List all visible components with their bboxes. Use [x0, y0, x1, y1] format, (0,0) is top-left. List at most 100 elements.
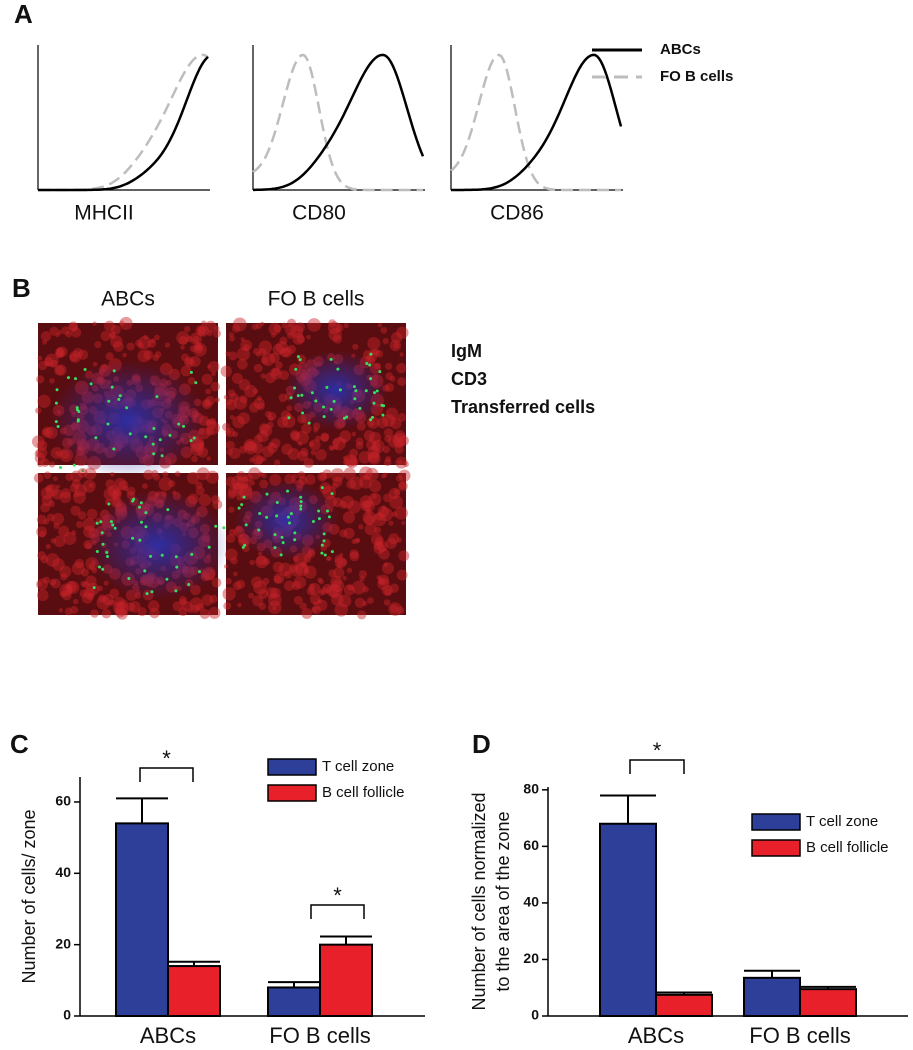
texture — [114, 606, 126, 618]
texture — [359, 576, 365, 582]
texture — [269, 367, 282, 380]
texture — [55, 350, 64, 359]
cell — [240, 503, 244, 507]
texture — [398, 550, 410, 562]
texture — [332, 436, 346, 451]
texture — [336, 562, 343, 568]
texture — [248, 479, 255, 486]
texture — [398, 435, 409, 446]
texture — [242, 476, 249, 483]
cell — [327, 515, 331, 519]
texture — [401, 520, 406, 525]
texture — [129, 601, 141, 613]
cell — [322, 415, 326, 419]
cell — [299, 500, 303, 504]
cell — [265, 492, 269, 496]
cell — [177, 422, 181, 426]
texture — [60, 573, 68, 581]
texture — [377, 322, 383, 328]
texture — [164, 342, 171, 348]
texture — [318, 589, 325, 596]
cell — [273, 533, 277, 537]
y-tick-label: 0 — [63, 1007, 71, 1023]
texture — [176, 331, 190, 345]
texture — [339, 529, 348, 538]
cell — [222, 526, 226, 530]
texture — [283, 580, 295, 591]
panel-label: A — [14, 0, 33, 29]
texture — [77, 511, 87, 520]
texture — [367, 336, 381, 351]
texture — [315, 435, 321, 442]
texture — [367, 446, 380, 459]
texture — [181, 353, 189, 362]
cell — [145, 592, 149, 596]
texture — [258, 602, 266, 610]
texture — [290, 565, 303, 577]
texture — [349, 549, 359, 559]
texture — [390, 417, 402, 430]
texture — [196, 344, 203, 351]
texture — [252, 442, 264, 454]
texture — [300, 561, 307, 568]
texture — [389, 583, 400, 593]
texture — [52, 558, 65, 571]
cell — [257, 528, 261, 532]
texture — [69, 322, 79, 332]
cell — [144, 511, 148, 515]
texture — [49, 359, 58, 368]
cell — [144, 435, 148, 439]
texture — [322, 469, 332, 479]
texture — [283, 570, 292, 579]
texture — [197, 325, 209, 337]
texture — [313, 427, 319, 433]
texture — [229, 415, 235, 420]
bar — [799, 988, 857, 1017]
column-label: FO B cells — [268, 288, 365, 311]
texture — [375, 349, 384, 358]
cell — [94, 436, 98, 440]
texture — [225, 476, 237, 487]
cell — [296, 394, 300, 398]
texture — [381, 584, 393, 596]
texture — [364, 523, 377, 536]
cell — [76, 418, 80, 422]
texture — [255, 351, 261, 357]
texture — [370, 533, 383, 546]
texture — [178, 607, 188, 617]
texture — [180, 365, 192, 377]
error-bar — [656, 991, 712, 995]
texture — [287, 447, 300, 460]
texture — [332, 438, 340, 447]
texture — [40, 458, 50, 467]
cell — [244, 523, 248, 527]
legend-label: B cell follicle — [806, 839, 889, 856]
texture — [214, 325, 220, 331]
texture — [201, 373, 213, 385]
texture — [111, 324, 121, 335]
cell — [329, 357, 333, 361]
texture — [385, 372, 394, 380]
texture — [362, 510, 377, 525]
significance-bracket — [310, 904, 365, 919]
texture — [403, 461, 409, 468]
y-tick-label: 60 — [55, 793, 71, 809]
cell — [106, 422, 110, 426]
texture — [279, 370, 289, 381]
texture — [195, 325, 207, 336]
texture — [312, 601, 317, 606]
texture — [384, 428, 394, 438]
texture — [243, 440, 258, 455]
cell — [345, 415, 349, 419]
texture — [290, 429, 300, 440]
cell — [286, 515, 290, 519]
cd3-region — [234, 480, 338, 560]
texture — [51, 512, 65, 526]
panel-label: B — [12, 273, 31, 303]
texture — [333, 567, 345, 579]
texture — [96, 596, 111, 610]
texture — [293, 576, 307, 589]
texture — [290, 325, 304, 339]
texture — [223, 564, 229, 569]
texture — [223, 394, 229, 400]
